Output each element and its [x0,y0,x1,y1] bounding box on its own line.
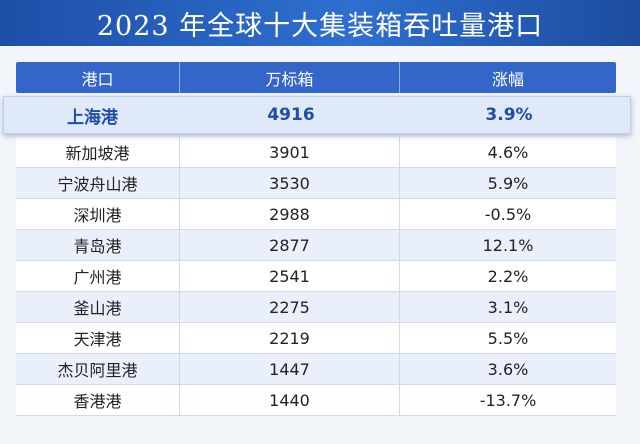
teu-value: 2275 [180,292,400,322]
port-name: 广州港 [16,261,180,291]
column-header-teu: 万标箱 [180,62,400,93]
column-header-port: 港口 [16,62,180,93]
table-row: 香港港 1440 -13.7% [16,385,616,416]
table-row: 釜山港 2275 3.1% [16,292,616,323]
table-row: 新加坡港 3901 4.6% [16,137,616,168]
table-row: 杰贝阿里港 1447 3.6% [16,354,616,385]
growth-value: 5.5% [487,328,529,348]
port-name: 香港港 [16,385,180,415]
growth-value: 3.6% [487,359,529,379]
port-name: 天津港 [16,323,180,353]
teu-value: 2219 [180,323,400,353]
teu-value: 2541 [180,261,400,291]
table-row: 广州港 2541 2.2% [16,261,616,292]
growth-value: 3.9% [485,105,533,125]
port-name: 青岛港 [16,230,180,260]
teu-value: 1440 [180,385,400,415]
port-name: 釜山港 [16,292,180,322]
title-bar: 2023 年全球十大集装箱吞吐量港口 [0,0,640,46]
teu-value: 1447 [180,354,400,384]
table-body: 新加坡港 3901 4.6% 宁波舟山港 3530 5.9% 深圳港 2988 … [16,137,616,416]
growth-value: 5.9% [487,173,529,193]
teu-value: 2988 [180,199,400,229]
growth-value: -0.5% [484,204,532,224]
port-name: 宁波舟山港 [16,168,180,198]
growth-value: 4.6% [487,142,529,162]
port-name: 深圳港 [16,199,180,229]
port-name: 新加坡港 [16,137,180,167]
table-row: 天津港 2219 5.5% [16,323,616,354]
growth-value: -13.7% [479,390,537,410]
growth-value: 2.2% [487,266,529,286]
table-row: 宁波舟山港 3530 5.9% [16,168,616,199]
table-row: 深圳港 2988 -0.5% [16,199,616,230]
port-name: 杰贝阿里港 [16,354,180,384]
port-table: 港口 万标箱 涨幅 上海港 4916 3.9% 新加坡港 3901 4.6% 宁… [3,62,631,416]
table-row: 青岛港 2877 12.1% [16,230,616,261]
table-header: 港口 万标箱 涨幅 [16,62,616,93]
teu-value: 4916 [267,105,315,125]
highlighted-row: 上海港 4916 3.9% [3,96,631,134]
growth-value: 3.1% [487,297,529,317]
growth-value: 12.1% [482,235,534,255]
page-title: 2023 年全球十大集装箱吞吐量港口 [96,10,544,42]
teu-value: 3901 [180,137,400,167]
teu-value: 3530 [180,168,400,198]
teu-value: 2877 [180,230,400,260]
column-header-growth: 涨幅 [491,69,524,89]
port-name: 上海港 [67,107,118,128]
